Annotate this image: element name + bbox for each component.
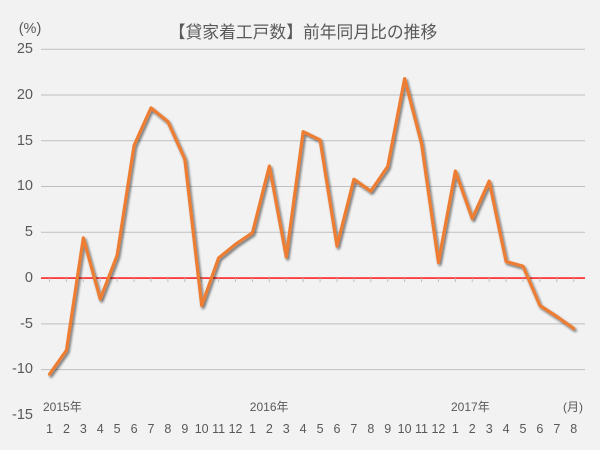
svg-text:3: 3 [283, 422, 290, 436]
svg-text:【貸家着工戸数】前年同月比の推移: 【貸家着工戸数】前年同月比の推移 [169, 23, 438, 42]
svg-text:9: 9 [384, 422, 391, 436]
svg-text:2: 2 [63, 422, 70, 436]
svg-text:6: 6 [131, 422, 138, 436]
svg-text:12: 12 [431, 422, 445, 436]
svg-text:2016年: 2016年 [250, 400, 289, 414]
svg-text:5: 5 [520, 422, 527, 436]
svg-text:11: 11 [415, 422, 428, 436]
svg-text:10: 10 [17, 178, 33, 194]
svg-text:10: 10 [398, 422, 412, 436]
svg-text:(月): (月) [563, 400, 583, 414]
svg-text:20: 20 [17, 87, 33, 103]
svg-text:1: 1 [46, 422, 53, 436]
svg-text:3: 3 [486, 422, 493, 436]
svg-text:5: 5 [114, 422, 121, 436]
svg-text:-10: -10 [12, 361, 33, 377]
svg-text:2017年: 2017年 [451, 400, 490, 414]
svg-text:6: 6 [334, 422, 341, 436]
svg-text:2: 2 [266, 422, 273, 436]
svg-text:7: 7 [350, 422, 357, 436]
svg-text:-15: -15 [12, 407, 33, 423]
svg-text:6: 6 [536, 422, 543, 436]
svg-text:11: 11 [212, 422, 225, 436]
svg-text:4: 4 [503, 422, 510, 436]
svg-text:8: 8 [367, 422, 374, 436]
svg-text:9: 9 [181, 422, 188, 436]
svg-text:5: 5 [25, 224, 33, 240]
svg-text:0: 0 [25, 270, 33, 286]
svg-text:7: 7 [147, 422, 154, 436]
svg-text:10: 10 [195, 422, 209, 436]
svg-text:7: 7 [553, 422, 560, 436]
svg-text:-5: -5 [20, 316, 33, 332]
svg-text:15: 15 [17, 133, 33, 149]
svg-text:1: 1 [249, 422, 256, 436]
svg-text:1: 1 [452, 422, 459, 436]
svg-text:8: 8 [164, 422, 171, 436]
svg-text:4: 4 [97, 422, 104, 436]
svg-text:5: 5 [317, 422, 324, 436]
svg-text:3: 3 [80, 422, 87, 436]
svg-text:12: 12 [229, 422, 243, 436]
svg-text:8: 8 [570, 422, 577, 436]
svg-text:2: 2 [469, 422, 476, 436]
svg-text:(%): (%) [19, 21, 42, 37]
svg-text:4: 4 [300, 422, 307, 436]
svg-text:2015年: 2015年 [43, 400, 82, 414]
svg-text:25: 25 [17, 41, 33, 57]
